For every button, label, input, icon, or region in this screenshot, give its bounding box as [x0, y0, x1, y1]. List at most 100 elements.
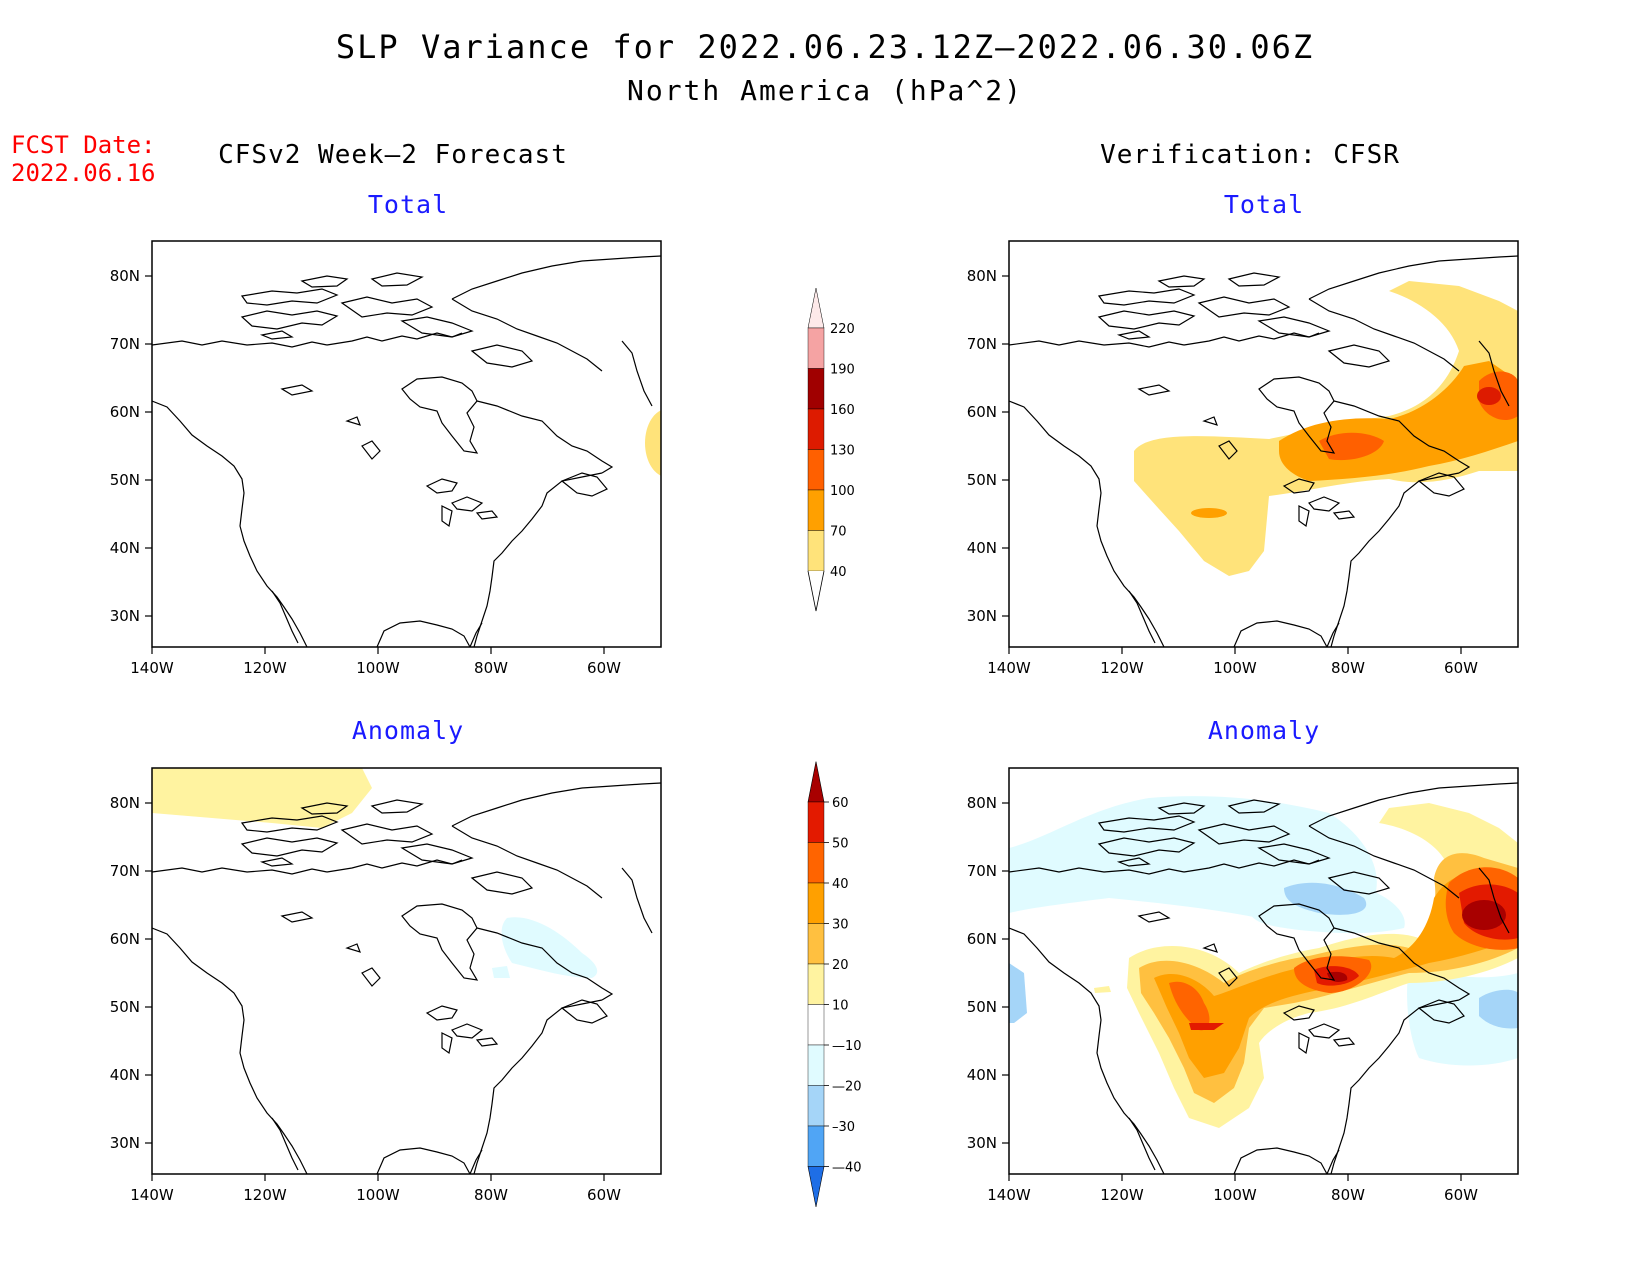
lat-tick-label: 80N	[110, 794, 140, 812]
contour-cfsr-anom-60-east	[1462, 900, 1506, 930]
lat-tick-label: 60N	[110, 930, 140, 948]
lat-tick-label: 80N	[967, 794, 997, 812]
colorbar-total-label: 130	[830, 444, 855, 459]
lon-tick-label: 100W	[1213, 1186, 1257, 1204]
lon-tick-label: 120W	[243, 659, 287, 677]
lat-tick-label: 40N	[110, 1066, 140, 1084]
colorbar-total-label: 40	[830, 565, 847, 580]
colorbar-segment	[807, 882, 825, 924]
colorbar-top-arrow	[807, 761, 825, 803]
colorbar-anomaly: 60 50 40 30 20 10 —10 —20 –30 —40	[807, 761, 862, 1208]
lat-tick-label: 30N	[110, 607, 140, 625]
contour-forecast-anomaly-neg10	[501, 917, 598, 978]
lon-tick-label: 140W	[987, 1186, 1031, 1204]
lat-tick-label: 70N	[110, 335, 140, 353]
contour-cfsr-total-100-center	[1319, 432, 1384, 461]
lat-tick-label: 60N	[967, 930, 997, 948]
lat-tick-label: 40N	[967, 539, 997, 557]
colorbar-total-segment	[807, 408, 825, 450]
colorbar-segment	[807, 1044, 825, 1086]
forecast-column-heading: CFSv2 Week—2 Forecast	[218, 140, 568, 170]
lon-tick-label: 120W	[243, 1186, 287, 1204]
colorbar-label: 20	[832, 958, 849, 973]
colorbar-total-bottom-arrow	[807, 570, 825, 612]
lat-tick-label: 80N	[110, 267, 140, 285]
lon-tick-label: 100W	[356, 1186, 400, 1204]
forecast-total-axes: 140W 120W 100W 80W 60W 80N 70N 60N 50N 40N 30N	[110, 267, 621, 677]
colorbar-segment	[807, 963, 825, 1005]
colorbar-label: —10	[832, 1039, 862, 1054]
forecast-anomaly-title: Anomaly	[351, 716, 465, 745]
lat-tick-label: 30N	[967, 607, 997, 625]
lat-tick-label: 40N	[967, 1066, 997, 1084]
contour-cfsr-anom-40-west	[1169, 981, 1210, 1031]
lon-tick-label: 120W	[1100, 659, 1144, 677]
verification-total-axes: 140W 120W 100W 80W 60W 80N 70N 60N 50N 40N 30N	[967, 267, 1478, 677]
chart-title: SLP Variance for 2022.06.23.12Z—2022.06.…	[335, 28, 1315, 66]
lon-tick-label: 80W	[1331, 659, 1365, 677]
colorbar-total-top-arrow	[807, 287, 825, 329]
lon-tick-label: 140W	[987, 659, 1031, 677]
lat-tick-label: 70N	[110, 862, 140, 880]
lat-tick-label: 50N	[967, 471, 997, 489]
colorbar-label: 50	[832, 837, 849, 852]
colorbar-segment	[807, 923, 825, 965]
fcst-date: 2022.06.16	[11, 159, 156, 187]
lat-tick-label: 70N	[967, 335, 997, 353]
colorbar-label: –30	[832, 1120, 855, 1135]
lat-tick-label: 50N	[110, 998, 140, 1016]
lat-tick-label: 80N	[967, 267, 997, 285]
fcst-label: FCST Date:	[11, 131, 156, 159]
lon-tick-label: 100W	[356, 659, 400, 677]
colorbar-label: 60	[832, 796, 849, 811]
lon-tick-label: 80W	[474, 1186, 508, 1204]
lon-tick-label: 80W	[474, 659, 508, 677]
lat-tick-label: 60N	[110, 403, 140, 421]
panel-forecast-total: 140W 120W 100W 80W 60W 80N 70N 60N 50N 40N 30N	[110, 240, 662, 677]
colorbar-label: 30	[832, 918, 849, 933]
lat-tick-label: 40N	[110, 539, 140, 557]
lat-tick-label: 30N	[110, 1134, 140, 1152]
colorbar-label: 40	[832, 877, 849, 892]
lat-tick-label: 50N	[967, 998, 997, 1016]
colorbar-bottom-arrow	[807, 1166, 825, 1208]
colorbar-total: 220 190 160 130 100 70 40	[807, 287, 855, 612]
verification-anomaly-axes: 140W 120W 100W 80W 60W 80N 70N 60N 50N 40N 30N	[967, 794, 1478, 1204]
contour-forecast-anomaly-10	[152, 768, 372, 828]
forecast-anomaly-axes: 140W 120W 100W 80W 60W 80N 70N 60N 50N 40N 30N	[110, 794, 621, 1204]
panel-verification-anomaly: 140W 120W 100W 80W 60W 80N 70N 60N 50N 40N 30N	[967, 767, 1519, 1204]
colorbar-total-segment	[807, 530, 825, 572]
lon-tick-label: 120W	[1100, 1186, 1144, 1204]
lon-tick-label: 60W	[1444, 1186, 1478, 1204]
colorbar-segment	[807, 842, 825, 884]
verification-column-heading: Verification: CFSR	[1100, 140, 1400, 170]
colorbar-total-label: 190	[830, 363, 855, 378]
verification-total-title: Total	[1223, 190, 1305, 219]
lon-tick-label: 100W	[1213, 659, 1257, 677]
colorbar-total-label: 220	[830, 322, 855, 337]
colorbar-total-label: 160	[830, 403, 855, 418]
lon-tick-label: 60W	[587, 659, 621, 677]
colorbar-total-segment	[807, 489, 825, 531]
chart-subtitle: North America (hPa^2)	[626, 74, 1023, 107]
contour-cfsr-total-70-west	[1191, 508, 1227, 518]
colorbar-total-label: 100	[830, 484, 855, 499]
lon-tick-label: 140W	[130, 659, 174, 677]
lon-tick-label: 60W	[587, 1186, 621, 1204]
colorbar-segment	[807, 1125, 825, 1167]
colorbar-label: 10	[832, 999, 849, 1014]
contour-forecast-total-east	[645, 410, 661, 476]
colorbar-segment	[807, 1004, 825, 1046]
lat-tick-label: 70N	[967, 862, 997, 880]
lat-tick-label: 50N	[110, 471, 140, 489]
contour-cfsr-anom-west	[1009, 963, 1027, 1023]
verification-anomaly-title: Anomaly	[1207, 716, 1321, 745]
colorbar-total-segment	[807, 449, 825, 491]
lon-tick-label: 60W	[1444, 659, 1478, 677]
colorbar-segment	[807, 1085, 825, 1127]
colorbar-total-label: 70	[830, 525, 847, 540]
lat-tick-label: 60N	[967, 403, 997, 421]
lon-tick-label: 80W	[1331, 1186, 1365, 1204]
panel-forecast-anomaly: 140W 120W 100W 80W 60W 80N 70N 60N 50N 40N 30N	[110, 767, 662, 1204]
